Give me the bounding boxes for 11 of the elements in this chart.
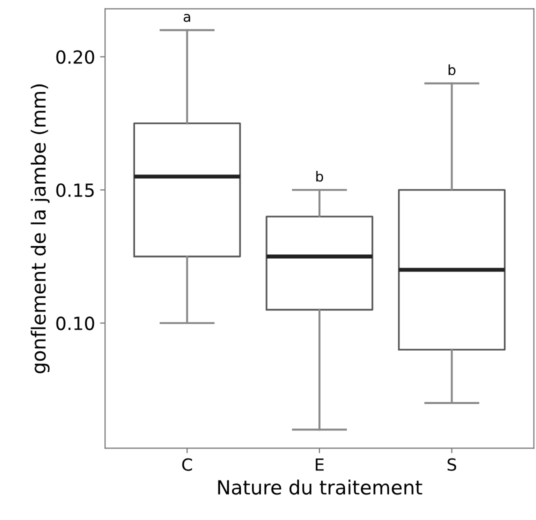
annotation: b bbox=[448, 64, 456, 76]
x-tick-label: E bbox=[316, 458, 324, 471]
y-tick-label: 0.20 bbox=[56, 50, 94, 64]
y-axis-title: gonflement de la jambe (mm) bbox=[30, 84, 50, 374]
x-tick-label: S bbox=[448, 458, 456, 471]
x-axis-title: Nature du traitement bbox=[218, 480, 422, 495]
y-tick-label: 0.15 bbox=[56, 183, 94, 198]
y-tick-label: 0.10 bbox=[56, 316, 94, 330]
annotation: b bbox=[316, 170, 324, 182]
x-tick-label: C bbox=[182, 458, 192, 471]
annotation: a bbox=[184, 14, 190, 22]
